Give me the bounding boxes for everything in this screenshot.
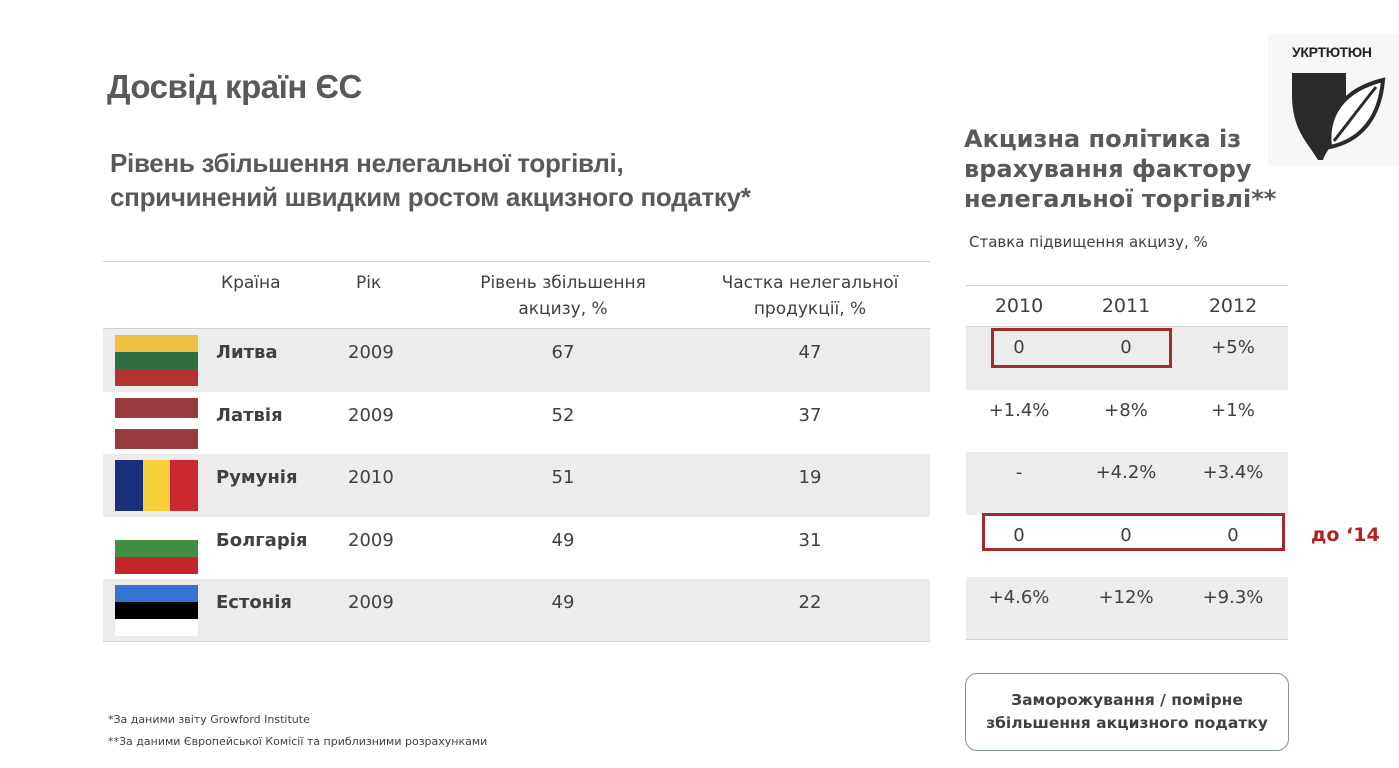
left-subtitle: Рівень збільшення нелегальної торгівлі, …: [110, 146, 751, 214]
table-row: - +4.2% +3.4%: [966, 452, 1288, 515]
excise-policy-table: 2010 2011 2012 0 0 +5% +1.4% +8% +1% - +…: [966, 285, 1288, 640]
rate-cell: +12%: [1098, 587, 1154, 608]
year: 2009: [348, 592, 394, 613]
rate-cell: 0: [1120, 524, 1132, 546]
table-header: 2010 2011 2012: [966, 286, 1288, 327]
right-subtitle: Ставка підвищення акцизу, %: [969, 233, 1208, 251]
table-row: +1.4% +8% +1%: [966, 390, 1288, 453]
rate-cell: 0: [1227, 524, 1239, 546]
rate-cell: +1.4%: [988, 399, 1050, 421]
leaf-shield-icon: [1292, 73, 1386, 160]
illegal-share: 22: [798, 592, 822, 613]
illegal-share: 19: [798, 467, 822, 488]
left-subtitle-line2: спричинений швидким ростом акцизного под…: [110, 182, 751, 212]
highlight-box-lithuania: [991, 328, 1172, 368]
year: 2009: [348, 529, 394, 551]
right-title-line2: врахування фактору: [964, 155, 1252, 183]
table-row: Латвія 2009 52 37: [103, 392, 930, 455]
header-excise-line2: акцизу, %: [518, 299, 608, 319]
country-name: Естонія: [216, 592, 292, 613]
flag-romania-icon: [115, 460, 198, 511]
rate-cell: +5%: [1211, 337, 1255, 358]
header-year-2011: 2011: [1101, 295, 1151, 317]
rate-cell: +3.4%: [1202, 462, 1264, 483]
table-row: Румунія 2010 51 19: [103, 454, 930, 517]
page-title: Досвід країн ЄС: [107, 68, 362, 105]
right-title-line1: Акцизна політика із: [964, 125, 1242, 153]
header-excise: Рівень збільшення акцизу, %: [443, 270, 683, 322]
country-name: Болгарія: [216, 529, 308, 551]
country-name: Румунія: [216, 467, 298, 488]
rate-cell: -: [1015, 462, 1023, 483]
year: 2009: [348, 342, 394, 363]
rate-cell: +9.3%: [1202, 587, 1264, 608]
right-title: Акцизна політика із врахування фактору н…: [964, 124, 1276, 214]
footnotes: *За даними звіту Growford Institute **За…: [108, 709, 487, 753]
year: 2010: [348, 467, 394, 488]
left-subtitle-line1: Рівень збільшення нелегальної торгівлі,: [110, 148, 624, 178]
logo-text: УКРТЮТЮН: [1292, 44, 1372, 60]
rate-cell: +1%: [1211, 399, 1255, 421]
flag-latvia-icon: [115, 397, 198, 449]
highlight-note: до ‘14: [1311, 524, 1380, 546]
header-year-2010: 2010: [994, 295, 1044, 317]
flag-lithuania-icon: [115, 335, 198, 386]
table-row: Литва 2009 67 47: [103, 329, 930, 392]
callout-box: Заморожування / помірне збільшення акциз…: [965, 673, 1289, 751]
rate-cell: +8%: [1104, 399, 1148, 421]
table-row: 0 0 0: [966, 515, 1288, 578]
header-illegal-line2: продукції, %: [753, 299, 867, 319]
illegal-trade-table: Країна Рік Рівень збільшення акцизу, % Ч…: [103, 261, 930, 642]
header-illegal: Частка нелегальної продукції, %: [690, 270, 930, 322]
rate-cell: 0: [1013, 524, 1025, 546]
right-title-line3: нелегальної торгівлі**: [964, 185, 1277, 213]
header-excise-line1: Рівень збільшення: [480, 273, 646, 293]
rate-cell: 0: [1013, 337, 1025, 358]
table-row: Естонія 2009 49 22: [103, 579, 930, 642]
rate-cell: 0: [1120, 337, 1132, 358]
callout-line2: збільшення акцизного податку: [986, 714, 1268, 732]
excise-increase: 49: [551, 529, 575, 551]
header-year: Рік: [356, 273, 382, 293]
header-country: Країна: [221, 273, 281, 293]
country-name: Латвія: [216, 404, 283, 426]
highlight-box-bulgaria: [982, 513, 1285, 551]
rate-cell: +4.2%: [1095, 462, 1157, 483]
illegal-share: 47: [798, 342, 822, 363]
flag-estonia-icon: [115, 585, 198, 636]
excise-increase: 49: [551, 592, 575, 613]
year: 2009: [348, 404, 394, 426]
country-name: Литва: [216, 342, 278, 363]
excise-increase: 52: [551, 404, 575, 426]
table-row: 0 0 +5%: [966, 327, 1288, 390]
footnote-1: *За даними звіту Growford Institute: [108, 713, 310, 726]
footnote-2: **За даними Європейської Комісії та приб…: [108, 735, 488, 748]
header-year-2012: 2012: [1208, 295, 1258, 317]
illegal-share: 31: [798, 529, 822, 551]
rate-cell: +4.6%: [988, 587, 1050, 608]
flag-bulgaria-icon: [115, 522, 198, 574]
table-row: +4.6% +12% +9.3%: [966, 577, 1288, 640]
excise-increase: 67: [551, 342, 575, 363]
excise-increase: 51: [551, 467, 575, 488]
header-illegal-line1: Частка нелегальної: [721, 273, 899, 293]
table-row: Болгарія 2009 49 31: [103, 517, 930, 580]
table-header: Країна Рік Рівень збільшення акцизу, % Ч…: [103, 262, 930, 329]
callout-line1: Заморожування / помірне: [1011, 691, 1243, 709]
illegal-share: 37: [798, 404, 822, 426]
logo: [1268, 35, 1399, 165]
